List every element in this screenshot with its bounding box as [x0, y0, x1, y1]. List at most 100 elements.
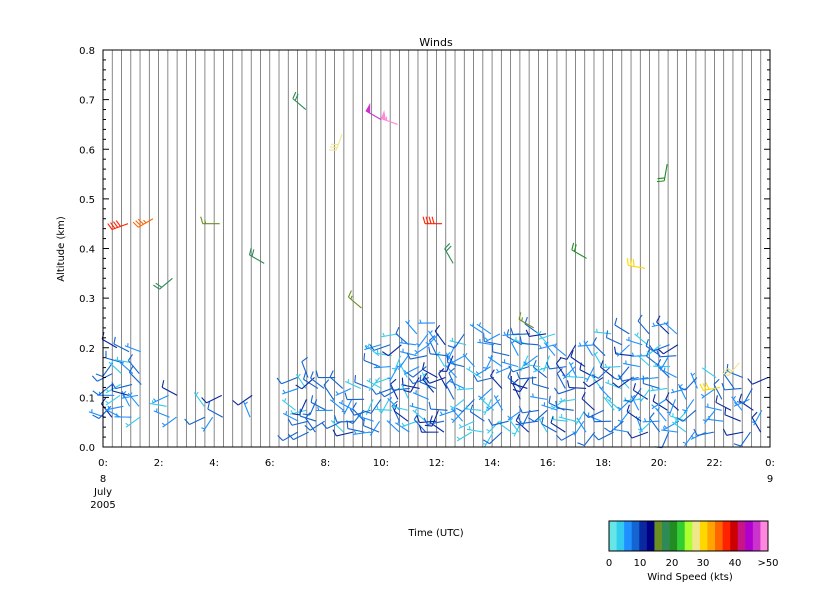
wind-barb [599, 360, 615, 378]
barb-staff [588, 377, 604, 388]
wind-barb [287, 418, 309, 426]
barb-half-feather [609, 397, 612, 402]
barb-feather [110, 222, 116, 229]
wind-barb [232, 394, 253, 406]
wind-barb [400, 348, 417, 357]
barb-staff [309, 399, 318, 416]
barb-half-feather [350, 295, 353, 300]
wind-barb [401, 377, 420, 389]
wind-barb [108, 360, 122, 374]
colorbar-tick-label: 40 [729, 558, 742, 569]
barb-feather [364, 410, 372, 414]
wind-barb [706, 415, 724, 422]
barb-feather [724, 407, 727, 415]
barb-feather [153, 284, 160, 290]
wind-barb [193, 391, 205, 407]
barb-feather [656, 349, 660, 358]
wind-barb [512, 377, 530, 393]
barb-feather [429, 335, 436, 341]
wind-barb [594, 328, 612, 335]
wind-barb [347, 290, 362, 309]
barb-feather [483, 334, 485, 342]
barb-half-feather [573, 420, 578, 423]
colorbar-swatch [662, 521, 670, 551]
barb-staff [533, 366, 548, 378]
wind-barb [207, 401, 224, 418]
barb-half-feather [572, 431, 577, 434]
wind-barb [634, 332, 648, 346]
barb-feather [287, 418, 293, 426]
wind-barb [201, 394, 222, 404]
barb-feather [378, 391, 385, 398]
wind-barb [422, 362, 438, 379]
barb-half-feather [651, 386, 654, 391]
wind-barb [114, 356, 132, 364]
wind-barb [362, 418, 380, 433]
wind-barb [693, 428, 714, 436]
barb-half-feather [407, 320, 410, 324]
barb-staff [323, 384, 334, 400]
barb-half-feather [414, 408, 418, 413]
barb-staff [489, 431, 503, 445]
barb-feather [406, 372, 414, 378]
wind-barb [491, 344, 510, 357]
barb-feather [555, 400, 558, 409]
barb-feather [645, 339, 649, 347]
barb-half-feather [503, 331, 506, 336]
wind-barb [281, 398, 296, 411]
barb-half-feather [482, 397, 486, 402]
wind-barb [243, 401, 251, 418]
barb-staff [534, 409, 548, 422]
wind-barb [282, 387, 299, 395]
wind-barb [428, 346, 447, 357]
wind-barb [106, 405, 124, 411]
wind-barb [702, 409, 716, 424]
wind-barb [724, 407, 741, 422]
wind-barb [661, 426, 679, 433]
barb-feather [614, 317, 618, 326]
wind-barb [642, 418, 660, 423]
wind-barb [583, 409, 605, 419]
wind-barb [483, 431, 503, 445]
colorbar-title: Wind Speed (kts) [647, 572, 733, 583]
barb-feather [444, 243, 451, 250]
wind-barb [368, 420, 381, 436]
wind-barb [625, 336, 643, 346]
barb-staff [347, 428, 365, 433]
barb-feather [425, 216, 429, 224]
barb-feather [583, 411, 589, 419]
wind-barb [303, 372, 319, 389]
barb-feather [334, 415, 338, 423]
barb-half-feather [682, 409, 686, 412]
barb-feather [559, 356, 568, 360]
wind-barb [704, 403, 722, 411]
wind-barb [395, 326, 410, 346]
barb-feather [401, 377, 404, 386]
wind-barb [111, 383, 129, 396]
barb-half-feather [403, 369, 408, 374]
barb-staff [541, 423, 557, 433]
barb-feather [656, 180, 665, 183]
barb-feather [302, 413, 311, 416]
wind-barb [393, 404, 409, 422]
barb-staff [454, 333, 465, 349]
barb-half-feather [105, 400, 109, 404]
barb-feather [657, 348, 664, 355]
barb-half-feather [388, 419, 392, 423]
x-tick-label: 0: [98, 458, 108, 469]
wind-barb [315, 370, 336, 379]
wind-barb [386, 419, 400, 433]
wind-barb [637, 314, 650, 335]
barb-feather [305, 412, 311, 419]
wind-barb [344, 392, 365, 401]
barb-half-feather [601, 385, 604, 390]
x-tick-label: 14: [484, 458, 500, 469]
barb-feather [518, 406, 523, 414]
barb-half-feather [702, 419, 707, 422]
barb-feather [408, 377, 414, 384]
barb-feather [423, 417, 428, 425]
colorbar-swatch [715, 521, 723, 551]
barb-staff [299, 415, 317, 422]
barb-feather [570, 349, 574, 358]
barb-feather [321, 422, 328, 429]
